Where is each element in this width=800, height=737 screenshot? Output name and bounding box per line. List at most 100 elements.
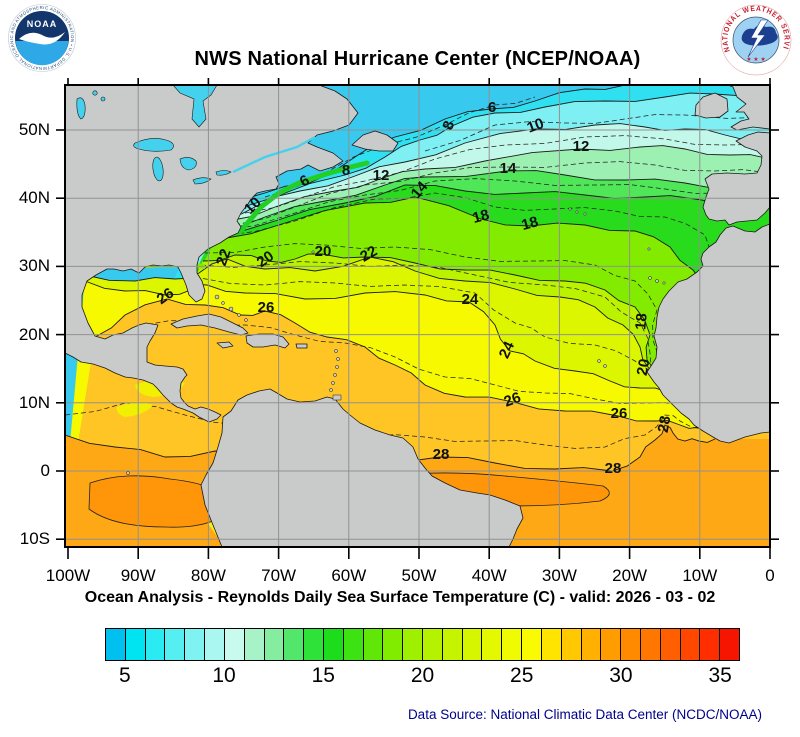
contour-label: 12: [373, 167, 390, 184]
isotherm-line: [214, 92, 770, 212]
map-border: [64, 84, 771, 548]
isotherm-line-dashed: [200, 261, 658, 382]
south-america: [200, 388, 524, 547]
great-britain: [727, 85, 770, 131]
noaa-logo-word: NOAA: [27, 19, 58, 29]
lon-label: 0: [765, 566, 775, 585]
puerto-rico: [295, 343, 308, 349]
isotherm-line-dashed: [194, 276, 686, 386]
colorbar-tick-label: 15: [311, 664, 335, 687]
colorbar-cell: [164, 629, 185, 660]
contour-label: 26: [611, 405, 628, 422]
contour-label: 6: [488, 99, 496, 116]
lon-label: 60W: [331, 566, 367, 585]
lat-label: 30N: [18, 256, 50, 276]
longitude-axis: 100W 90W 80W 70W 60W 50W 40W 30W 20W 10W 0: [46, 566, 775, 588]
lon-label: 20W: [612, 566, 648, 585]
colorbar-cell: [560, 629, 581, 660]
colorbar-cell: [699, 629, 720, 660]
isotherm-line-dashed: [65, 402, 726, 449]
ireland: [694, 92, 729, 119]
isotherm-line-dashed: [244, 135, 770, 214]
colorbar-cell: [719, 629, 739, 660]
page-title: NWS National Hurricane Center (NCEP/NOAA…: [194, 48, 641, 70]
isotherm-line: [214, 170, 770, 232]
colorbar-cell: [679, 629, 700, 660]
contour-label: 8: [342, 162, 350, 179]
colorbar-tick-labels: 5 10 15 20 25 30 35: [105, 664, 740, 692]
lat-label: 10S: [19, 529, 50, 549]
contour-label: 26: [154, 285, 177, 308]
contour-label: 14: [500, 160, 517, 177]
lon-label: 40W: [471, 566, 507, 585]
noaa-logo: NATIONAL OCEANIC AND ATMOSPHERIC ADMINIS…: [8, 4, 76, 72]
contour-label: 20: [315, 243, 332, 260]
colorbar-tick-label: 20: [410, 664, 435, 687]
colorbar-tick-label: 30: [609, 664, 633, 687]
pacific-yellow-patch: [116, 402, 153, 417]
contour-label: 10: [525, 115, 546, 137]
inland-water: [76, 85, 316, 185]
isotherm-line-dashed: [214, 178, 770, 234]
contour-label: 20: [254, 248, 277, 271]
contour-label: 28: [433, 446, 450, 463]
contour-label: 24: [462, 291, 479, 308]
lake-huron: [179, 157, 197, 171]
lat-lon-gridlines: [65, 85, 770, 547]
lon-label: 10W: [682, 566, 718, 585]
contour-label: 26: [502, 389, 523, 411]
isotherm-line-dashed: [204, 243, 658, 368]
lat-label: 10N: [18, 392, 50, 412]
axis-ticks: [56, 78, 779, 559]
contour-label: 18: [520, 213, 541, 234]
contour-label: 18: [471, 206, 492, 227]
lake-ontario: [215, 170, 232, 176]
contour-label: 18: [632, 313, 650, 331]
noaa-gull-icon: [19, 32, 65, 45]
colorbar-cell: [204, 629, 224, 660]
colorbar-cell: [422, 629, 442, 660]
contour-label: 24: [496, 338, 519, 361]
contour-label: 22: [213, 247, 235, 268]
cuba: [170, 313, 249, 336]
colorbar-tick-label: 5: [119, 664, 131, 687]
colorbar-cell: [223, 629, 244, 660]
africa: [646, 223, 770, 444]
isotherm-line-dashed: [234, 161, 770, 226]
contour-label: 12: [573, 138, 590, 155]
jamaica: [216, 341, 234, 349]
colorbar-cell: [481, 629, 502, 660]
isotherm-line: [202, 253, 655, 378]
colorbar-cell: [620, 629, 640, 660]
lake-erie: [192, 177, 212, 185]
contour-label: 28: [605, 460, 622, 477]
small-islands: [126, 207, 666, 475]
contour-label: 26: [258, 299, 275, 316]
colorbar-cell: [322, 629, 343, 660]
iberia-france: [702, 131, 770, 226]
lon-label: 90W: [120, 566, 156, 585]
isotherm-line: [84, 280, 671, 394]
noaa-logo-sea: [15, 41, 69, 66]
colorbar-cell: [580, 629, 601, 660]
colorbar-tick-label: 25: [510, 664, 534, 687]
isotherm-line: [224, 123, 770, 218]
lat-label: 0: [40, 461, 50, 480]
lat-label: 20N: [18, 324, 50, 344]
lat-label: 50N: [18, 120, 50, 139]
colorbar-cell: [461, 629, 482, 660]
colorbar-cell: [106, 629, 125, 660]
sst-map: 6 8 12 10 6 8 10 12 14 14 18 18 22 20 20 22 24 24 26 26 26 26…: [56, 78, 779, 559]
nws-stars: ★ ★ ★: [746, 56, 765, 63]
lon-label: 100W: [45, 566, 91, 585]
colorbar-tick-label: 35: [708, 664, 732, 687]
isotherm-line-dashed: [264, 96, 536, 198]
isotherm-line: [65, 424, 716, 472]
colorbar-cell: [144, 629, 165, 660]
colorbar-cell: [600, 629, 621, 660]
lat-label: 40N: [18, 188, 50, 208]
colorbar-cell: [303, 629, 323, 660]
colorbar-cell: [362, 629, 383, 660]
colorbar-tick-label: 10: [212, 664, 236, 687]
